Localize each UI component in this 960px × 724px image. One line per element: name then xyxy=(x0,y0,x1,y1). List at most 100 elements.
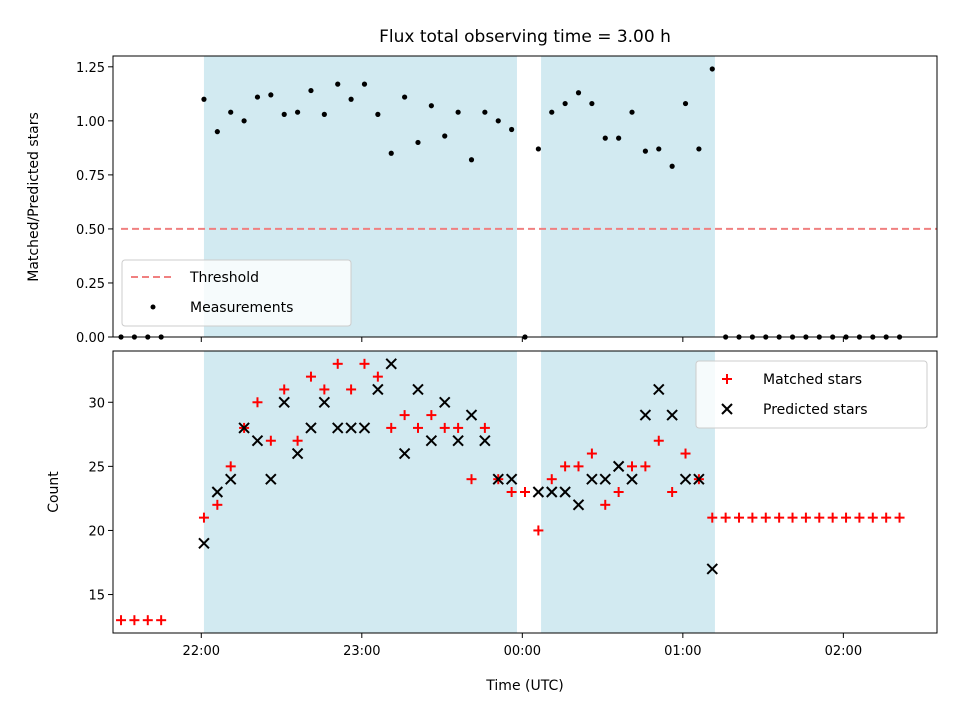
x-tick-label: 23:00 xyxy=(343,644,380,659)
matched-star-point xyxy=(479,422,490,433)
predicted-star-point xyxy=(546,486,558,498)
count-points xyxy=(116,358,905,626)
measurement-point xyxy=(682,100,689,107)
measurement-point xyxy=(442,133,448,139)
predicted-legend-swatch xyxy=(721,403,733,415)
matched-star-point xyxy=(653,435,664,446)
predicted-star-point xyxy=(693,473,705,485)
measurement-point xyxy=(308,87,314,94)
observing-window xyxy=(541,351,715,633)
predicted-star-point xyxy=(559,486,571,498)
matched-star-point xyxy=(814,512,825,523)
matched-star-point xyxy=(225,461,236,472)
measurement-point xyxy=(495,118,501,124)
matched-star-point xyxy=(319,384,330,395)
predicted-star-point xyxy=(412,383,424,396)
bottom-legend-box xyxy=(695,360,928,429)
matched-star-point xyxy=(760,512,771,523)
matched-star-point xyxy=(386,422,397,433)
x-tick-label: 00:00 xyxy=(504,644,541,659)
top-y-ticks: 0.00 0.25 0.50 0.75 1.00 1.25 xyxy=(76,61,113,346)
predicted-star-point xyxy=(398,447,411,460)
predicted-star-point xyxy=(639,409,652,421)
matched-star-point xyxy=(881,512,892,523)
matched-star-point xyxy=(252,397,263,408)
matched-star-point xyxy=(841,512,852,523)
measurement-point xyxy=(656,146,662,152)
top-legend-box xyxy=(121,259,352,327)
measurement-point xyxy=(696,146,702,152)
measurement-point xyxy=(294,109,301,115)
matched-star-point xyxy=(399,410,410,421)
measurements-legend-label: Measurements xyxy=(190,300,293,316)
predicted-star-point xyxy=(291,447,304,460)
measurement-point xyxy=(375,111,381,117)
matched-star-point xyxy=(734,512,745,523)
matched-legend-label: Matched stars xyxy=(763,372,862,388)
measurement-point xyxy=(361,81,368,87)
measurement-point xyxy=(228,109,234,115)
matched-star-point xyxy=(198,512,209,523)
measurement-point xyxy=(629,109,635,115)
top-axes-frame xyxy=(112,55,938,338)
x-ticks: 22:00 23:00 00:00 01:00 02:00 xyxy=(183,337,862,659)
x-tick-label: 02:00 xyxy=(825,644,862,659)
matched-star-point xyxy=(466,474,477,485)
x-tick-label: 01:00 xyxy=(664,644,701,659)
measurement-point xyxy=(268,92,274,98)
y-tick-label: 20 xyxy=(88,524,105,539)
measurement-point xyxy=(642,148,648,154)
predicted-star-point xyxy=(278,396,290,408)
y-tick-label: 25 xyxy=(88,460,105,475)
matched-star-point xyxy=(680,448,691,459)
measurement-point xyxy=(214,129,220,135)
matched-star-point xyxy=(560,461,571,472)
chart-title: Flux total observing time = 3.00 h xyxy=(379,27,671,47)
predicted-star-point xyxy=(251,435,264,447)
matched-star-point xyxy=(265,435,276,446)
matched-star-point xyxy=(506,487,517,497)
predicted-star-point xyxy=(332,422,344,434)
matched-star-point xyxy=(372,371,383,382)
matched-star-point xyxy=(279,384,290,395)
matched-star-point xyxy=(156,615,167,626)
matched-star-point xyxy=(774,512,785,523)
matched-star-point xyxy=(116,615,127,626)
predicted-star-point xyxy=(586,473,598,485)
predicted-star-point xyxy=(385,358,397,370)
bottom-y-axis-label: Count xyxy=(46,471,62,513)
measurement-point xyxy=(575,90,582,96)
measurement-point xyxy=(402,94,408,100)
matched-star-point xyxy=(412,422,423,433)
top-y-axis-label: Matched/Predicted stars xyxy=(26,112,42,282)
predicted-star-point xyxy=(612,460,625,473)
matched-star-point xyxy=(332,358,343,369)
matched-star-point xyxy=(867,512,878,523)
predicted-star-point xyxy=(225,473,237,485)
predicted-star-point xyxy=(505,473,518,485)
matched-star-point xyxy=(546,474,557,485)
predicted-star-point xyxy=(265,473,277,485)
y-tick-label: 0.50 xyxy=(76,223,105,238)
predicted-star-point xyxy=(198,537,210,549)
matched-star-point xyxy=(292,435,303,446)
measurement-point xyxy=(549,109,555,115)
y-tick-label: 0.00 xyxy=(76,331,105,346)
predicted-star-point xyxy=(305,422,317,434)
matched-star-point xyxy=(627,461,638,472)
matched-star-point xyxy=(359,358,370,369)
observing-window xyxy=(541,56,715,337)
predicted-star-point xyxy=(653,383,665,396)
predicted-star-point xyxy=(492,473,504,485)
predicted-star-point xyxy=(626,473,638,485)
predicted-star-point xyxy=(465,409,478,421)
matched-star-point xyxy=(800,512,811,523)
predicted-star-point xyxy=(452,435,464,447)
matched-star-point xyxy=(426,410,437,421)
measurement-point xyxy=(428,103,434,109)
predicted-star-point xyxy=(318,396,331,408)
matched-star-point xyxy=(533,525,544,536)
measurement-point xyxy=(388,150,394,156)
predicted-star-point xyxy=(358,422,371,434)
measurement-point xyxy=(281,111,287,117)
